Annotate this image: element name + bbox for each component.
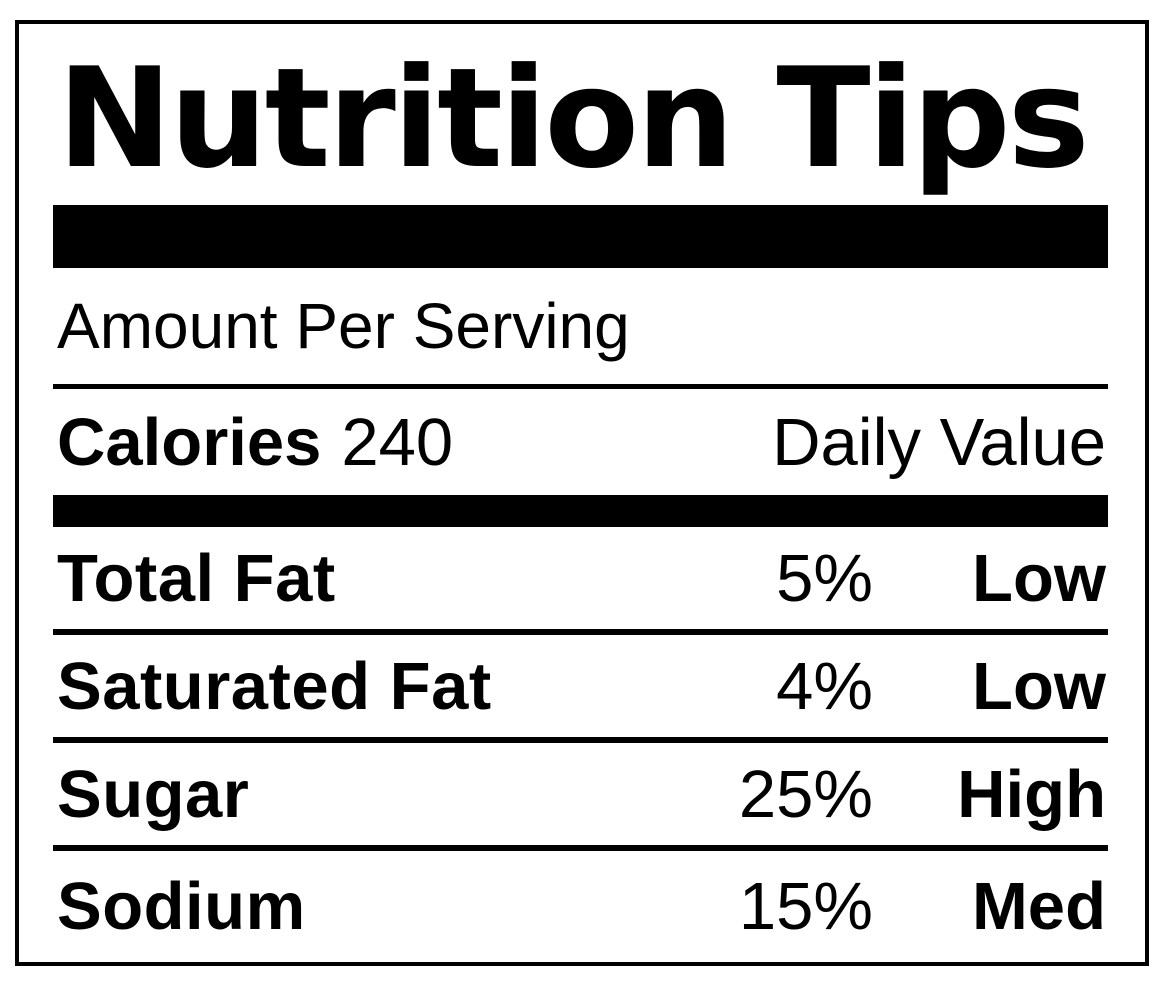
- nutrient-level: High: [957, 756, 1106, 832]
- daily-value-header: Daily Value: [772, 404, 1106, 480]
- nutrient-name: Saturated Fat: [57, 648, 492, 724]
- serving-header: Amount Per Serving: [57, 290, 630, 362]
- nutrient-name: Sodium: [57, 869, 306, 944]
- thick-divider-top: [53, 205, 1108, 268]
- nutrient-percent: 4%: [776, 648, 873, 724]
- nutrient-level: Med: [972, 869, 1106, 944]
- label-title: Nutrition Tips: [57, 37, 1090, 199]
- nutrient-percent: 25%: [738, 756, 873, 832]
- nutrient-percent: 15%: [738, 869, 873, 944]
- title-zone: Nutrition Tips: [57, 24, 1106, 205]
- row-divider: [53, 629, 1108, 635]
- nutrient-name: Sugar: [57, 756, 250, 832]
- row-sugar: Sugar 25% High: [57, 743, 1106, 845]
- thick-divider-mid: [53, 495, 1108, 527]
- row-sodium: Sodium 15% Med: [57, 851, 1106, 962]
- nutrient-level: Low: [972, 540, 1106, 616]
- nutrition-label: Nutrition Tips Amount Per Serving Calori…: [15, 20, 1149, 966]
- nutrient-name: Total Fat: [57, 540, 336, 616]
- calories-label-group: Calories 240: [57, 404, 453, 481]
- serving-zone: Amount Per Serving: [57, 268, 1106, 384]
- row-divider: [53, 737, 1108, 743]
- calories-label: Calories: [57, 404, 322, 480]
- calories-row: Calories 240 Daily Value: [57, 389, 1106, 495]
- row-divider: [53, 845, 1108, 851]
- calories-value: 240: [341, 404, 454, 480]
- thin-rule: [53, 384, 1108, 389]
- nutrient-level: Low: [972, 648, 1106, 724]
- row-total-fat: Total Fat 5% Low: [57, 527, 1106, 629]
- nutrient-table: Total Fat 5% Low Saturated Fat 4% Low Su…: [53, 527, 1108, 962]
- row-saturated-fat: Saturated Fat 4% Low: [57, 635, 1106, 737]
- nutrient-percent: 5%: [776, 540, 873, 616]
